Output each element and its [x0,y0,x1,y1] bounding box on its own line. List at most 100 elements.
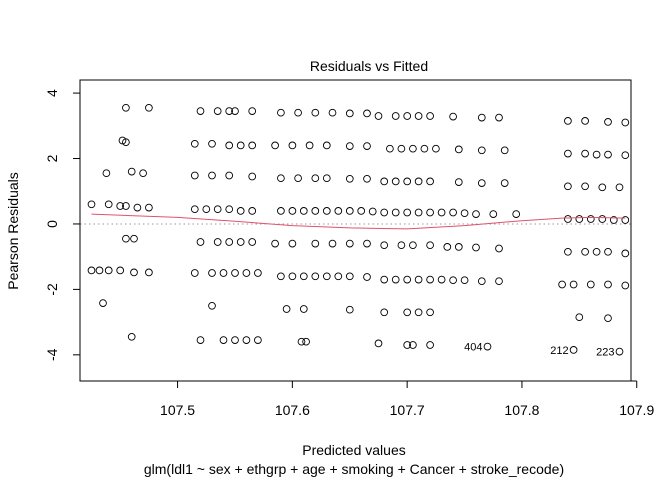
residual-point [219,269,228,277]
residual-point [231,269,239,277]
residual-point [414,177,423,186]
residual-point [426,177,434,186]
residual-point [219,336,228,344]
residual-point [145,103,153,112]
residual-point [575,313,584,322]
residual-point [345,142,354,150]
residual-point [477,179,486,187]
residual-point [586,280,595,289]
residual-point [288,141,297,150]
residual-point [592,247,601,256]
residual-point [294,108,302,117]
residual-point [414,208,423,217]
residual-point [564,149,572,158]
residual-point [403,112,412,120]
residual-point [322,141,331,150]
residual-point [254,336,262,344]
residual-point [581,247,589,256]
residual-point [145,268,153,277]
residual-point [426,208,434,217]
residual-point [414,308,423,317]
residual-point [299,305,308,313]
residual-point [231,336,239,344]
residual-point [345,207,354,215]
residual-point [443,243,452,251]
residual-point [391,177,400,186]
residual-point [397,144,406,153]
residual-point [322,207,331,215]
residual-point [403,341,412,349]
residual-point [208,139,216,148]
residual-point [282,305,291,313]
model-formula-subtitle: glm(ldl1 ~ sex + ethgrp + age + smoking … [144,461,564,477]
residual-point [558,280,566,289]
y-axis-label: Pearson Residuals [5,172,21,290]
residual-point [449,112,457,121]
residual-point [391,208,400,217]
residual-point [512,210,521,218]
residual-point [604,280,612,289]
residual-point [495,113,503,122]
residual-point [190,171,199,180]
residual-point [564,182,572,191]
residual-point [122,202,130,210]
residual-point [363,109,371,118]
residual-point [454,145,463,154]
residual-point [409,341,417,349]
residual-point [604,314,612,323]
residual-point [345,239,354,248]
residual-point [363,174,371,183]
residual-point [598,183,607,192]
residual-point [297,337,306,346]
residual-point [130,268,138,277]
residual-point [621,249,630,258]
residual-point [236,238,245,246]
residual-point [322,272,331,281]
residual-point [592,150,601,159]
residual-point [621,151,630,160]
residual-point [495,244,503,253]
residual-point [564,117,572,125]
residual-point [460,209,469,218]
residual-point [248,107,257,115]
residual-point [116,266,125,275]
residual-point [311,174,320,183]
residual-point [483,342,492,351]
residual-point [294,174,302,183]
residual-point [581,182,589,191]
y-tick-label: 4 [44,89,60,97]
x-axis: 107.5 107.6 107.7 107.8 107.9 [160,380,654,418]
residual-point [334,207,343,215]
residual-point [248,238,257,246]
residual-point [391,275,400,284]
residual-point [328,239,337,248]
residual-point [236,141,245,150]
residual-point [133,203,142,212]
residual-point [380,308,389,317]
residual-point [477,146,486,155]
residual-point [277,207,285,215]
residual-point [598,215,607,223]
residual-point [604,247,612,256]
y-tick-label: 0 [44,220,60,228]
chart-title: Residuals vs Fitted [310,58,428,74]
residual-point [236,207,245,215]
residual-point [202,205,211,214]
residual-point [277,272,285,281]
residual-point [139,169,147,178]
residual-point [225,171,234,180]
residual-point [254,269,262,277]
residual-point [437,275,446,284]
residual-point [345,305,354,314]
residual-point [99,299,107,307]
x-tick-label: 107.8 [504,402,539,418]
smoother-line [91,213,626,230]
residual-point [414,112,423,120]
x-tick-label: 107.7 [390,402,425,418]
residual-point [311,108,320,117]
residual-point [225,238,234,246]
residual-point [122,234,130,243]
residual-point [581,117,589,125]
residual-point [302,337,310,346]
residual-point [231,107,239,115]
